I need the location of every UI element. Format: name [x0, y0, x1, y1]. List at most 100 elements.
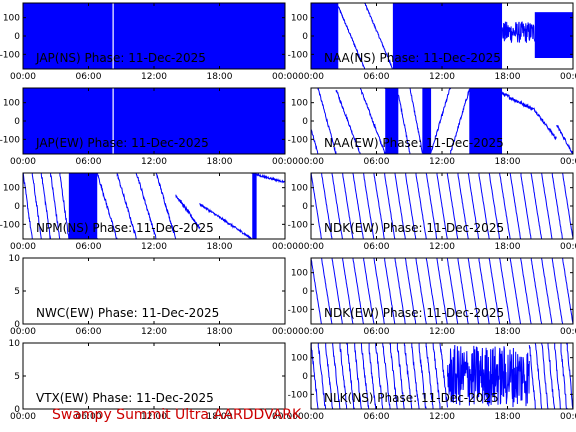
- phase-band: [23, 3, 285, 69]
- x-tick-label: 12:00: [429, 157, 455, 167]
- y-tick-label: 10: [9, 254, 21, 264]
- x-tick-label: 12:00: [141, 412, 167, 422]
- data-gap: [112, 3, 114, 69]
- phase-trace: [311, 3, 573, 69]
- x-tick-label: 18:00: [495, 327, 521, 337]
- panel-6: 1000-10000:0006:0012:0018:0000:00NDK(EW)…: [288, 172, 576, 252]
- x-tick-label: 18:00: [207, 157, 233, 167]
- panel-title: NLK(NS) Phase: 11-Dec-2025: [324, 391, 499, 405]
- y-tick-label: 0: [302, 202, 308, 212]
- phase-band: [311, 3, 339, 69]
- y-tick-label: 100: [291, 184, 308, 194]
- x-tick-label: 00:00: [560, 72, 576, 82]
- panel-10: 1000-10000:0006:0012:0018:0000:00NLK(NS)…: [288, 342, 576, 422]
- panel-title: JAP(NS) Phase: 11-Dec-2025: [35, 51, 206, 65]
- x-tick-label: 18:00: [207, 72, 233, 82]
- phase-band: [385, 88, 399, 154]
- y-tick-label: 0: [14, 320, 20, 330]
- panel-8: 1000-10000:0006:0012:0018:0000:00NDK(EW)…: [288, 257, 576, 337]
- x-tick-label: 00:00: [272, 242, 298, 252]
- x-tick-label: 06:00: [76, 412, 102, 422]
- x-tick-label: 06:00: [76, 157, 102, 167]
- y-tick-label: 0: [302, 117, 308, 127]
- y-tick-label: -100: [288, 305, 309, 315]
- y-tick-label: 5: [14, 287, 20, 297]
- x-tick-label: 18:00: [495, 242, 521, 252]
- x-tick-label: 00:00: [560, 412, 576, 422]
- panel-2: 1000-10000:0006:0012:0018:0000:00NAA(NS)…: [288, 2, 576, 82]
- x-tick-label: 00:00: [560, 157, 576, 167]
- phase-line: [199, 173, 253, 239]
- phase-band: [68, 173, 98, 239]
- x-tick-label: 12:00: [429, 72, 455, 82]
- y-tick-label: 100: [3, 184, 20, 194]
- panel-title: JAP(EW) Phase: 11-Dec-2025: [35, 136, 209, 150]
- x-tick-label: 18:00: [207, 242, 233, 252]
- panel-title: NPM(NS) Phase: 11-Dec-2025: [36, 221, 214, 235]
- y-tick-label: -100: [288, 50, 309, 60]
- phase-band: [252, 173, 257, 239]
- phase-trace: [311, 343, 573, 409]
- y-tick-label: -100: [288, 390, 309, 400]
- phase-band: [392, 3, 503, 69]
- x-tick-label: 06:00: [364, 242, 390, 252]
- x-tick-label: 18:00: [495, 157, 521, 167]
- x-tick-label: 00:00: [10, 412, 36, 422]
- phase-trace: [311, 88, 573, 154]
- x-tick-label: 00:00: [298, 327, 324, 337]
- x-tick-label: 00:00: [10, 327, 36, 337]
- x-tick-label: 12:00: [141, 242, 167, 252]
- y-tick-label: 5: [14, 372, 20, 382]
- y-tick-label: -100: [0, 135, 20, 145]
- x-tick-label: 00:00: [298, 157, 324, 167]
- x-tick-label: 12:00: [429, 242, 455, 252]
- panel-title: NDK(EW) Phase: 11-Dec-2025: [324, 306, 504, 320]
- x-tick-label: 06:00: [364, 157, 390, 167]
- x-tick-label: 00:00: [10, 72, 36, 82]
- y-tick-label: 0: [14, 405, 20, 415]
- x-tick-label: 00:00: [298, 242, 324, 252]
- phase-noise: [447, 344, 530, 408]
- phase-noise: [501, 21, 536, 43]
- y-tick-label: 10: [9, 339, 21, 349]
- y-tick-label: 0: [14, 32, 20, 42]
- phase-band: [534, 12, 573, 58]
- x-tick-label: 00:00: [560, 242, 576, 252]
- x-tick-label: 00:00: [10, 242, 36, 252]
- y-tick-label: 0: [14, 202, 20, 212]
- y-tick-label: 100: [291, 99, 308, 109]
- phase-trace: [23, 88, 285, 154]
- y-tick-label: -100: [0, 50, 20, 60]
- x-tick-label: 12:00: [141, 72, 167, 82]
- phase-line: [556, 88, 573, 154]
- phase-band: [23, 88, 285, 154]
- x-tick-label: 06:00: [364, 327, 390, 337]
- phase-trace: [311, 258, 573, 324]
- phase-line: [534, 109, 557, 141]
- panel-title: NDK(EW) Phase: 11-Dec-2025: [324, 221, 504, 235]
- x-tick-label: 18:00: [207, 412, 233, 422]
- phase-line: [175, 194, 201, 230]
- x-tick-label: 00:00: [298, 72, 324, 82]
- x-tick-label: 00:00: [10, 157, 36, 167]
- phase-band: [422, 88, 432, 154]
- y-tick-label: 100: [3, 14, 20, 24]
- x-tick-label: 12:00: [141, 157, 167, 167]
- phase-line: [397, 88, 423, 154]
- panel-title: NWC(EW) Phase: 11-Dec-2025: [36, 306, 219, 320]
- panel-4: 1000-10000:0006:0012:0018:0000:00NAA(EW)…: [288, 87, 576, 167]
- data-gap: [112, 88, 114, 154]
- phase-line: [337, 3, 394, 69]
- panel-3: 100 0 -100 00:00 06:00 12:00 18:00 00:00 JAP(EW)…: [0, 87, 298, 167]
- x-tick-label: 00:00: [272, 72, 298, 82]
- y-tick-label: 100: [291, 14, 308, 24]
- y-tick-label: 0: [302, 287, 308, 297]
- station-footer: Swampy Summit Ultra AARDDVARK: [52, 407, 302, 423]
- x-tick-label: 06:00: [76, 327, 102, 337]
- x-tick-label: 18:00: [495, 72, 521, 82]
